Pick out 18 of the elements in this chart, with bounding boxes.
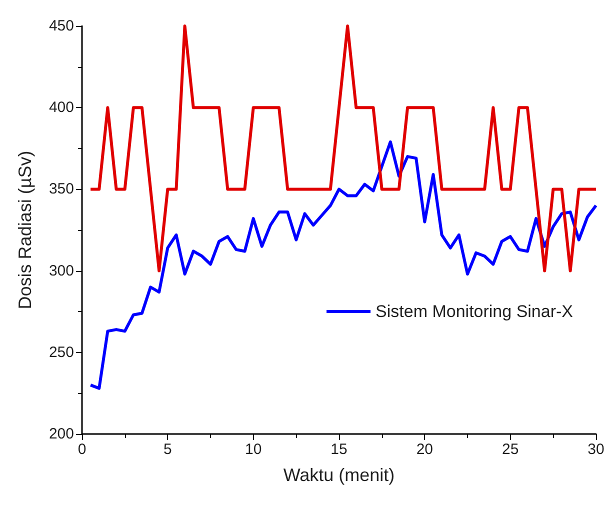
- x-tick-label: 5: [163, 441, 172, 458]
- x-tick-label: 25: [502, 441, 519, 458]
- x-tick-label: 0: [78, 441, 86, 458]
- y-tick-label: 350: [48, 180, 74, 198]
- y-tick-label: 400: [48, 99, 74, 116]
- y-tick-label: 300: [48, 262, 74, 280]
- x-tick-label: 20: [416, 441, 434, 458]
- x-tick-label: 30: [588, 441, 604, 458]
- y-tick-label: 450: [48, 18, 74, 34]
- y-tick-label: 250: [48, 344, 74, 361]
- y-axis-title: Dosis Radiasi (µSv): [15, 150, 35, 310]
- y-tick-label: 200: [48, 426, 74, 442]
- line-series: [89, 24, 598, 272]
- x-axis-title: Waktu (menit): [283, 465, 395, 485]
- line-series: [89, 140, 598, 390]
- x-tick-label: 15: [330, 441, 348, 458]
- legend-label: Sistem Monitoring Sinar-X: [376, 302, 574, 321]
- x-tick-label: 10: [244, 441, 262, 458]
